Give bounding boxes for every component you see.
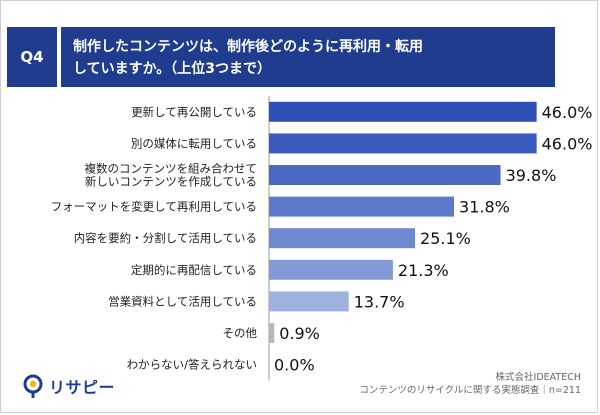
bar — [269, 165, 501, 185]
bar — [269, 228, 416, 249]
value-label: 21.3% — [398, 261, 449, 280]
category-label: 営業資料として活用している — [108, 294, 257, 308]
bar — [269, 101, 537, 122]
value-label: 46.0% — [542, 103, 593, 122]
brand-name: リサピー — [49, 378, 116, 397]
category-label: わからない/答えられない — [127, 358, 257, 372]
value-label: 46.0% — [542, 134, 593, 153]
value-label: 25.1% — [420, 229, 471, 248]
magnifier-logo-icon — [23, 374, 43, 398]
value-label: 39.8% — [506, 166, 557, 185]
category-label: 更新して再公開している — [131, 105, 257, 119]
bar — [269, 291, 349, 312]
question-title: 制作したコンテンツは、制作後どのように再利用・転用 していますか。（上位3つまで… — [61, 27, 555, 87]
category-label: その他 — [223, 326, 258, 340]
source-company: 株式会社IDEATECH — [495, 372, 581, 383]
bar — [269, 259, 393, 280]
category-label: 複数のコンテンツを組み合わせて新しいコンテンツを作成している — [85, 162, 258, 189]
source-survey: コンテンツのリサイクルに関する実態調査｜n=211 — [359, 385, 581, 396]
category-label: 定期的に再配信している — [131, 263, 257, 277]
source-note: 株式会社IDEATECH コンテンツのリサイクルに関する実態調査｜n=211 — [359, 371, 581, 397]
title-line-2: していますか。（上位3つまで） — [73, 61, 272, 77]
bar — [269, 196, 455, 217]
category-label: 内容を要約・分割して活用している — [74, 231, 257, 245]
brand-logo: リサピー — [23, 374, 115, 398]
value-label: 13.7% — [354, 292, 405, 311]
category-label: フォーマットを変更して再利用している — [51, 200, 257, 214]
title-line-1: 制作したコンテンツは、制作後どのように再利用・転用 — [73, 39, 423, 55]
value-label: 0.9% — [279, 324, 320, 343]
question-badge: Q4 — [7, 27, 57, 87]
bar — [269, 133, 537, 154]
bar — [269, 323, 275, 343]
category-label: 別の媒体に転用している — [131, 136, 257, 150]
value-label: 31.8% — [459, 198, 510, 217]
value-label: 0.0% — [274, 356, 315, 375]
